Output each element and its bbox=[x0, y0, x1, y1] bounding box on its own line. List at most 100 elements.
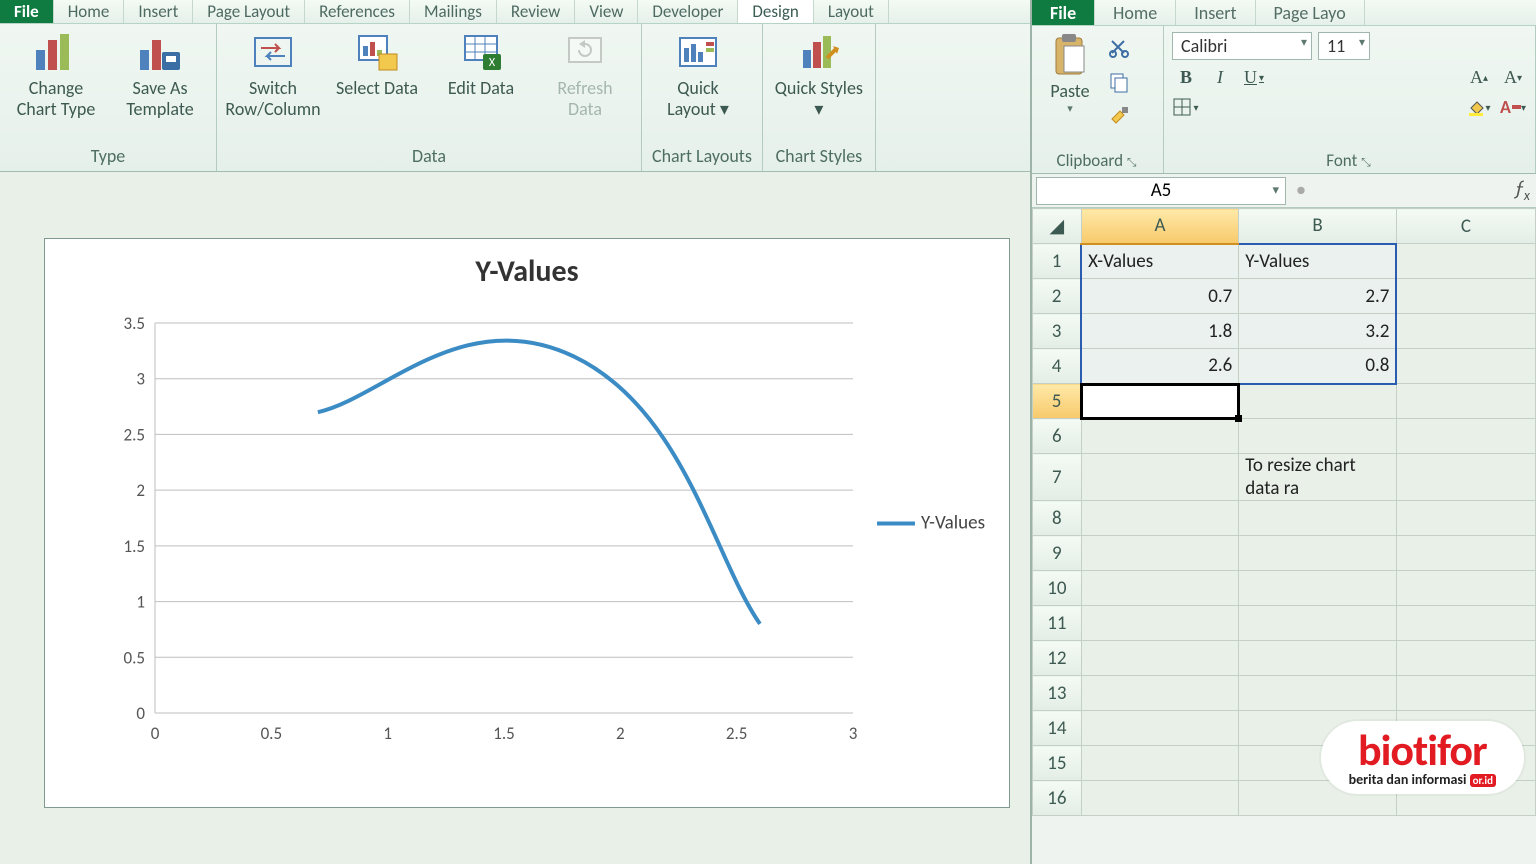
cell-B3[interactable]: 3.2 bbox=[1239, 314, 1397, 349]
cell-B5[interactable] bbox=[1239, 384, 1397, 419]
switch-row-column-button[interactable]: Switch Row/Column bbox=[227, 28, 319, 119]
row-header-11[interactable]: 11 bbox=[1033, 606, 1082, 641]
cell-A6[interactable] bbox=[1081, 419, 1239, 454]
select-all-corner[interactable]: ◢ bbox=[1033, 209, 1082, 244]
fx-icon[interactable]: x bbox=[1514, 177, 1536, 204]
name-box[interactable]: A5 bbox=[1036, 177, 1286, 205]
tab-page-layout-r[interactable]: Page Layo bbox=[1256, 0, 1365, 25]
cell-B12[interactable] bbox=[1239, 641, 1397, 676]
tab-mailings[interactable]: Mailings bbox=[410, 0, 497, 23]
copy-button[interactable] bbox=[1106, 70, 1132, 94]
cell-C11[interactable] bbox=[1396, 606, 1535, 641]
cell-A3[interactable]: 1.8 bbox=[1081, 314, 1239, 349]
cell-C3[interactable] bbox=[1396, 314, 1535, 349]
grow-font-button[interactable]: A▴ bbox=[1465, 64, 1493, 90]
cell-B6[interactable] bbox=[1239, 419, 1397, 454]
cell-C5[interactable] bbox=[1396, 384, 1535, 419]
cell-A10[interactable] bbox=[1081, 571, 1239, 606]
cell-B7[interactable]: To resize chart data ra bbox=[1239, 454, 1397, 501]
tab-layout[interactable]: Layout bbox=[814, 0, 889, 23]
font-color-button[interactable]: A▾ bbox=[1499, 94, 1527, 120]
shrink-font-button[interactable]: A▾ bbox=[1499, 64, 1527, 90]
tab-home-r[interactable]: Home bbox=[1095, 0, 1176, 25]
row-header-8[interactable]: 8 bbox=[1033, 501, 1082, 536]
clipboard-launcher[interactable]: ⤡ bbox=[1127, 156, 1139, 170]
cell-A9[interactable] bbox=[1081, 536, 1239, 571]
cell-A14[interactable] bbox=[1081, 711, 1239, 746]
row-header-13[interactable]: 13 bbox=[1033, 676, 1082, 711]
edit-data-button[interactable]: X Edit Data bbox=[435, 28, 527, 99]
cell-B9[interactable] bbox=[1239, 536, 1397, 571]
row-header-14[interactable]: 14 bbox=[1033, 711, 1082, 746]
font-launcher[interactable]: ⤡ bbox=[1361, 156, 1373, 170]
cell-B1[interactable]: Y-Values bbox=[1239, 244, 1397, 279]
tab-home[interactable]: Home bbox=[54, 0, 125, 23]
italic-button[interactable]: I bbox=[1206, 64, 1234, 90]
row-header-10[interactable]: 10 bbox=[1033, 571, 1082, 606]
row-header-6[interactable]: 6 bbox=[1033, 419, 1082, 454]
col-header-A[interactable]: A bbox=[1081, 209, 1239, 244]
font-size-select[interactable]: 11 bbox=[1318, 32, 1370, 60]
cell-B4[interactable]: 0.8 bbox=[1239, 349, 1397, 384]
row-header-9[interactable]: 9 bbox=[1033, 536, 1082, 571]
tab-view[interactable]: View bbox=[575, 0, 638, 23]
borders-button[interactable]: ▾ bbox=[1172, 94, 1200, 120]
cell-B11[interactable] bbox=[1239, 606, 1397, 641]
cell-C8[interactable] bbox=[1396, 501, 1535, 536]
cell-C9[interactable] bbox=[1396, 536, 1535, 571]
quick-styles-button[interactable]: Quick Styles ▾ bbox=[773, 28, 865, 119]
cell-C4[interactable] bbox=[1396, 349, 1535, 384]
row-header-7[interactable]: 7 bbox=[1033, 454, 1082, 501]
cell-A11[interactable] bbox=[1081, 606, 1239, 641]
save-as-template-button[interactable]: Save As Template bbox=[114, 28, 206, 119]
cell-A8[interactable] bbox=[1081, 501, 1239, 536]
row-header-4[interactable]: 4 bbox=[1033, 349, 1082, 384]
change-chart-type-button[interactable]: Change Chart Type bbox=[10, 28, 102, 119]
tab-references[interactable]: References bbox=[305, 0, 410, 23]
cell-A7[interactable] bbox=[1081, 454, 1239, 501]
chart-object[interactable]: Y-Values 00.511.522.533.5 00.511.522.53 … bbox=[44, 238, 1010, 808]
cell-C1[interactable] bbox=[1396, 244, 1535, 279]
bold-button[interactable]: B bbox=[1172, 64, 1200, 90]
chart-legend[interactable]: Y-Values bbox=[877, 512, 985, 535]
cell-B10[interactable] bbox=[1239, 571, 1397, 606]
cell-A2[interactable]: 0.7 bbox=[1081, 279, 1239, 314]
cell-C10[interactable] bbox=[1396, 571, 1535, 606]
tab-file[interactable]: File bbox=[0, 0, 54, 23]
tab-file-r[interactable]: File bbox=[1032, 0, 1095, 25]
row-header-5[interactable]: 5 bbox=[1033, 384, 1082, 419]
col-header-B[interactable]: B bbox=[1239, 209, 1397, 244]
cell-C7[interactable] bbox=[1396, 454, 1535, 501]
cell-A5[interactable] bbox=[1081, 384, 1239, 419]
cell-A4[interactable]: 2.6 bbox=[1081, 349, 1239, 384]
row-header-1[interactable]: 1 bbox=[1033, 244, 1082, 279]
select-data-button[interactable]: Select Data bbox=[331, 28, 423, 99]
row-header-15[interactable]: 15 bbox=[1033, 746, 1082, 781]
tab-review[interactable]: Review bbox=[497, 0, 575, 23]
row-header-16[interactable]: 16 bbox=[1033, 781, 1082, 816]
cell-A16[interactable] bbox=[1081, 781, 1239, 816]
cell-A15[interactable] bbox=[1081, 746, 1239, 781]
underline-button[interactable]: U▾ bbox=[1240, 64, 1268, 90]
row-header-12[interactable]: 12 bbox=[1033, 641, 1082, 676]
font-name-select[interactable]: Calibri bbox=[1172, 32, 1312, 60]
paste-button[interactable]: Paste ▾ bbox=[1040, 32, 1100, 115]
cell-C12[interactable] bbox=[1396, 641, 1535, 676]
cut-button[interactable] bbox=[1106, 36, 1132, 60]
cell-A1[interactable]: X-Values bbox=[1081, 244, 1239, 279]
chart-y-axis[interactable]: 00.511.522.533.5 bbox=[123, 317, 145, 724]
cell-B13[interactable] bbox=[1239, 676, 1397, 711]
quick-layout-button[interactable]: Quick Layout ▾ bbox=[652, 28, 744, 119]
col-header-C[interactable]: C bbox=[1396, 209, 1535, 244]
cell-A12[interactable] bbox=[1081, 641, 1239, 676]
cell-C13[interactable] bbox=[1396, 676, 1535, 711]
chart-x-axis[interactable]: 00.511.522.53 bbox=[151, 723, 858, 744]
tab-design[interactable]: Design bbox=[738, 0, 813, 23]
cell-B2[interactable]: 2.7 bbox=[1239, 279, 1397, 314]
tab-insert-r[interactable]: Insert bbox=[1176, 0, 1255, 25]
tab-developer[interactable]: Developer bbox=[638, 0, 738, 23]
chart-title[interactable]: Y-Values bbox=[45, 253, 1009, 290]
row-header-2[interactable]: 2 bbox=[1033, 279, 1082, 314]
format-painter-button[interactable] bbox=[1106, 104, 1132, 128]
cell-B8[interactable] bbox=[1239, 501, 1397, 536]
